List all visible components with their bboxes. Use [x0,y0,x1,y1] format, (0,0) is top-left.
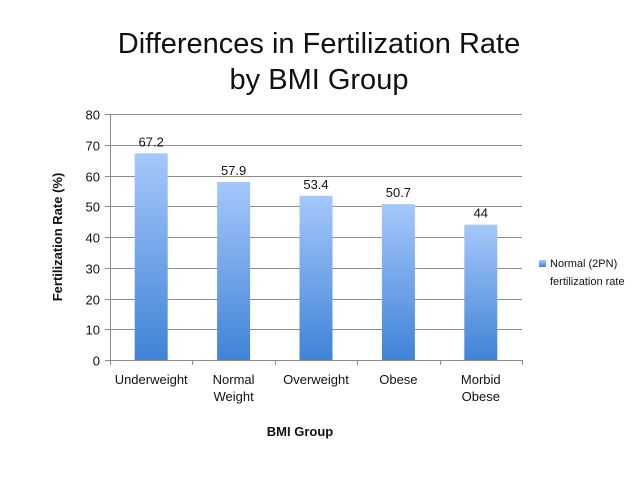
bar-value-label: 53.4 [303,177,328,192]
y-tick-label: 0 [93,354,100,369]
y-tick-label: 80 [86,108,100,123]
x-category-label: Normal [213,372,255,387]
legend: Normal (2PN) fertilization rate [539,258,625,288]
bar-value-label: 44 [474,206,488,221]
x-category-label: Underweight [115,372,188,387]
y-tick-label: 60 [86,170,100,185]
chart-title-line-2: by BMI Group [230,64,409,96]
bar [217,181,251,360]
y-axis: 0 10 20 30 40 50 60 70 80 [86,108,111,369]
y-tick-label: 70 [86,139,100,154]
legend-label-line-2: fertilization rate [550,276,625,288]
y-tick-label: 10 [86,323,100,338]
bar-value-label: 57.9 [221,163,246,178]
bar [381,204,415,360]
x-category-label: Obese [462,389,500,404]
x-category-label: Morbid [461,372,501,387]
y-tick-label: 50 [86,200,100,215]
bars: 67.2 57.9 53.4 50.7 44 [134,134,498,360]
legend-swatch [539,260,546,267]
x-category-label: Weight [213,389,254,404]
chart-title-line-1: Differences in Fertilization Rate [118,28,520,60]
bar-value-label: 67.2 [139,134,164,149]
x-axis: Underweight Normal Weight Overweight Obese Mo… [110,360,523,404]
bar-value-label: 50.7 [386,185,411,200]
y-tick-label: 30 [86,262,100,277]
bar [134,153,168,360]
legend-label-line-1: Normal (2PN) [550,258,617,270]
x-category-label: Obese [379,372,417,387]
x-category-label: Overweight [283,372,349,387]
y-tick-label: 40 [86,231,100,246]
x-axis-title: BMI Group [267,424,333,439]
y-axis-title: Fertilization Rate (%) [50,173,65,302]
bar [464,224,498,360]
bar [299,195,333,360]
y-tick-label: 20 [86,293,100,308]
